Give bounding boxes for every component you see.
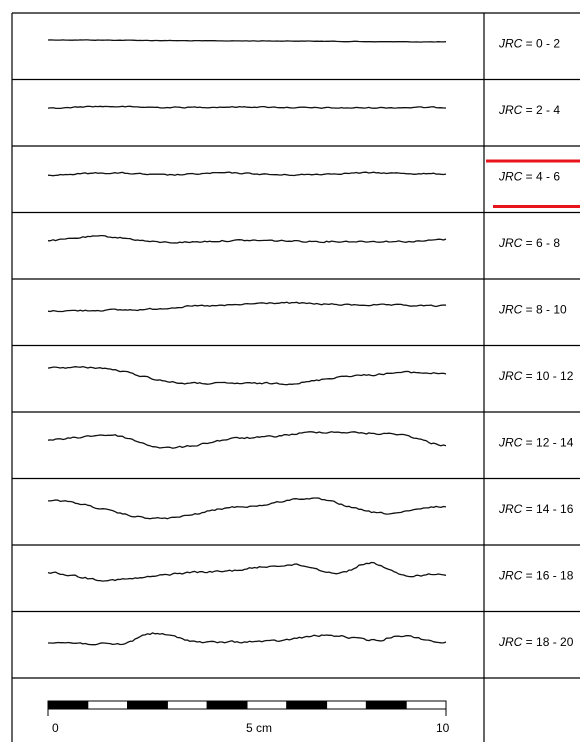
- jrc-symbol: JRC: [498, 369, 523, 383]
- jrc-label-4: JRC = 6 - 8: [498, 236, 560, 250]
- scale-segment: [286, 700, 328, 710]
- jrc-label-5: JRC = 8 - 10: [498, 303, 567, 317]
- roughness-profile-4: [47, 234, 447, 244]
- jrc-range: = 0 - 2: [522, 37, 560, 51]
- scale-label-max: 10: [436, 721, 450, 735]
- jrc-label-9: JRC = 16 - 18: [498, 569, 574, 583]
- jrc-label-3: JRC = 4 - 6: [498, 170, 560, 184]
- jrc-label-1: JRC = 0 - 2: [498, 37, 560, 51]
- jrc-range: = 6 - 8: [522, 236, 560, 250]
- roughness-profile-2: [47, 105, 446, 110]
- jrc-range: = 8 - 10: [522, 303, 567, 317]
- jrc-label-8: JRC = 14 - 16: [498, 502, 574, 516]
- jrc-symbol: JRC: [498, 303, 523, 317]
- table-grid: [11, 12, 580, 742]
- roughness-profile-10: [48, 632, 447, 646]
- scale-segment: [365, 700, 407, 710]
- jrc-range: = 2 - 4: [522, 103, 560, 117]
- roughness-profile-1: [47, 39, 447, 43]
- jrc-symbol: JRC: [498, 635, 523, 649]
- scale-segment: [127, 700, 168, 710]
- jrc-range: = 16 - 18: [522, 569, 573, 583]
- jrc-range: = 12 - 14: [522, 436, 573, 450]
- scale-segment: [326, 700, 367, 710]
- scale-segment: [405, 700, 447, 710]
- scale-segment: [206, 700, 248, 710]
- roughness-profile-6: [47, 365, 447, 386]
- roughness-profile-8: [48, 497, 447, 520]
- jrc-range: = 18 - 20: [522, 635, 573, 649]
- jrc-label-2: JRC = 2 - 4: [498, 103, 560, 117]
- jrc-label-10: JRC = 18 - 20: [498, 635, 574, 649]
- jrc-symbol: JRC: [498, 37, 523, 51]
- scale-segment: [87, 700, 129, 710]
- jrc-symbol: JRC: [498, 103, 523, 117]
- jrc-symbol: JRC: [498, 569, 523, 583]
- roughness-profiles: [47, 39, 447, 646]
- scale-segment: [166, 700, 208, 710]
- jrc-range: = 4 - 6: [522, 170, 560, 184]
- scale-label-min: 0: [52, 721, 59, 735]
- scale-segment: [246, 700, 288, 710]
- jrc-symbol: JRC: [498, 236, 523, 250]
- jrc-symbol: JRC: [498, 436, 523, 450]
- scale-segment: [47, 700, 89, 710]
- highlight-marks: [486, 159, 580, 208]
- jrc-range: = 10 - 12: [522, 369, 573, 383]
- jrc-symbol: JRC: [498, 170, 523, 184]
- scale-label-mid: 5 cm: [246, 721, 272, 735]
- roughness-profile-5: [47, 301, 447, 313]
- scale-bar: 0 5 cm 10: [47, 700, 450, 735]
- jrc-range: = 14 - 16: [522, 502, 573, 516]
- jrc-label-6: JRC = 10 - 12: [498, 369, 574, 383]
- roughness-profile-9: [47, 561, 447, 582]
- roughness-profile-3: [47, 171, 447, 177]
- jrc-label-7: JRC = 12 - 14: [498, 436, 574, 450]
- jrc-symbol: JRC: [498, 502, 523, 516]
- roughness-profile-7: [47, 431, 447, 449]
